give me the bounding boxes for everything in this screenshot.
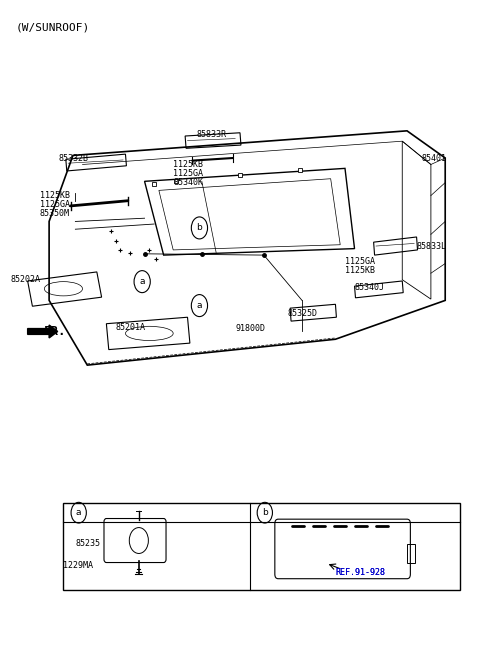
Text: 85833L: 85833L — [417, 242, 446, 250]
Text: 85325D: 85325D — [288, 309, 318, 318]
Text: FR.: FR. — [44, 325, 67, 338]
Text: a: a — [76, 508, 82, 517]
Text: 85201A: 85201A — [116, 323, 146, 332]
Text: 1125KB: 1125KB — [173, 160, 203, 169]
Text: 85235: 85235 — [75, 540, 100, 548]
Text: b: b — [197, 224, 202, 233]
Text: a: a — [197, 301, 202, 310]
Text: 1125GA: 1125GA — [173, 169, 203, 178]
Text: 85350M: 85350M — [39, 209, 70, 218]
Text: 85332B: 85332B — [59, 154, 89, 163]
Text: 91800D: 91800D — [235, 324, 265, 333]
Text: 1125KB: 1125KB — [345, 266, 375, 275]
Text: 1125GA: 1125GA — [39, 200, 70, 209]
Text: REF.91-928: REF.91-928 — [336, 567, 385, 577]
Text: 85340K: 85340K — [173, 178, 203, 187]
Text: 1125KB: 1125KB — [39, 191, 70, 200]
Text: 85401: 85401 — [421, 154, 446, 163]
Text: 85202A: 85202A — [11, 275, 41, 284]
FancyArrow shape — [28, 325, 58, 338]
Text: b: b — [262, 508, 268, 517]
Text: 85833R: 85833R — [196, 129, 227, 138]
Text: a: a — [139, 277, 145, 286]
Text: 85340J: 85340J — [355, 283, 384, 292]
Text: REF.91-928: REF.91-928 — [336, 567, 385, 577]
Text: 1125GA: 1125GA — [345, 257, 375, 266]
Text: (W/SUNROOF): (W/SUNROOF) — [16, 22, 90, 32]
Text: 1229MA: 1229MA — [63, 561, 94, 570]
